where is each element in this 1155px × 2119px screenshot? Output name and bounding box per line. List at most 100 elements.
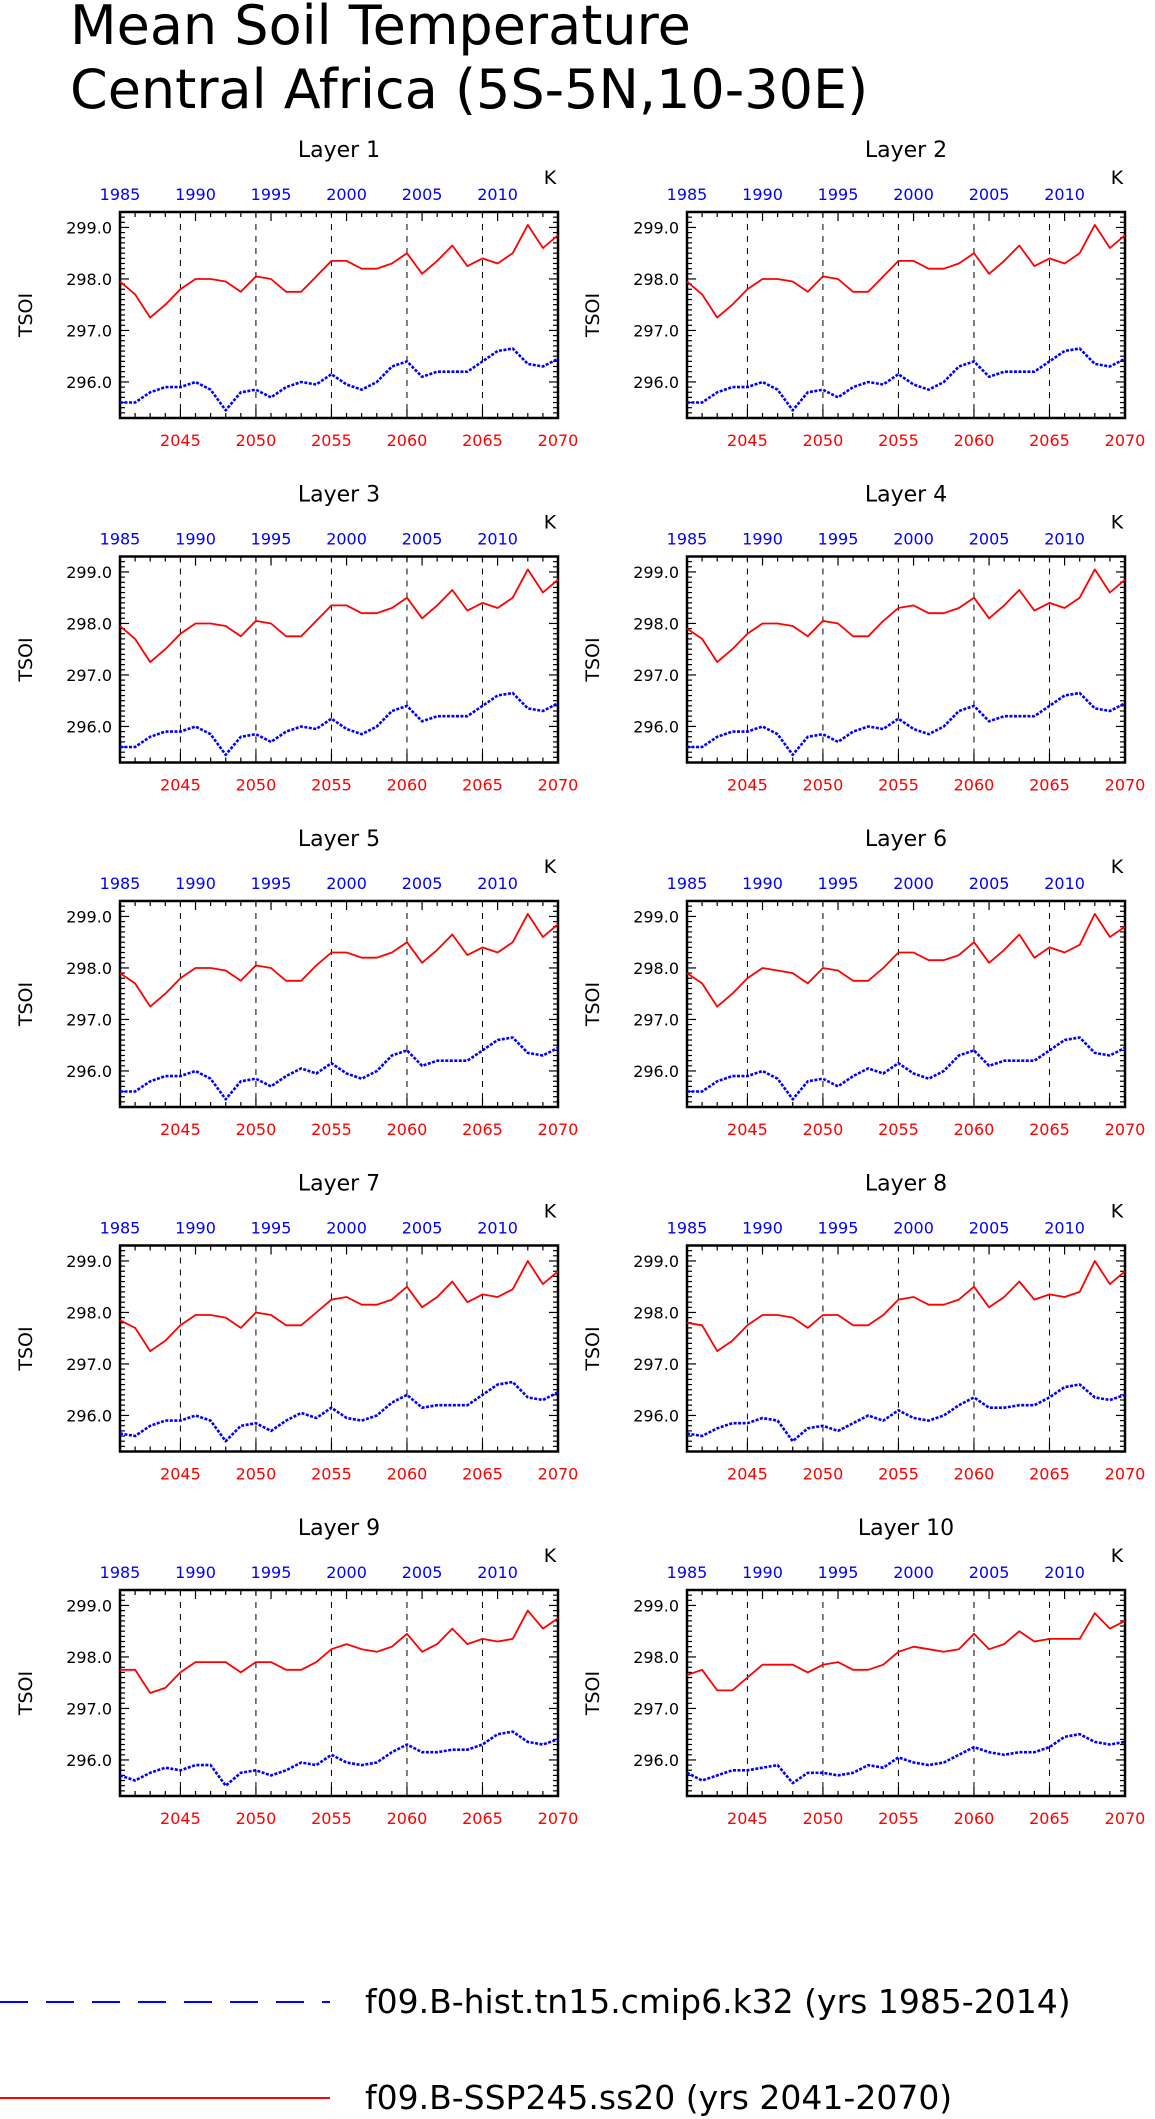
units-label: K [544,1201,557,1223]
panel-layer-4: Layer 4 296.0 297.0 298.0 299.0 TSOI 2045 2050 2… [582,483,1145,795]
units-label: K [544,1545,557,1567]
y-tick-label: 297.0 [633,1355,679,1374]
x-tick-label-bottom: 2050 [803,431,844,450]
x-tick-label-bottom: 2055 [311,1465,352,1484]
x-tick-label-bottom: 2060 [387,431,428,450]
x-tick-label-top: 1990 [175,185,216,204]
series-line-ssp245 [120,1609,559,1694]
y-axis-label: TSOI [15,982,37,1027]
y-tick-label: 298.0 [633,959,679,978]
x-tick-label-top: 1990 [175,1563,216,1582]
x-tick-label-bottom: 2055 [311,1809,352,1828]
y-tick-label: 299.0 [633,563,679,582]
x-tick-label-bottom: 2045 [160,1120,201,1139]
panel-layer-5: Layer 5 296.0 297.0 298.0 299.0 TSOI 2045 2050 2… [15,827,578,1139]
y-tick-label: 298.0 [66,270,112,289]
x-tick-label-bottom: 2060 [954,776,995,795]
plot-frame [685,210,1127,420]
plot-frame [118,210,560,420]
series-line-ssp245 [119,1260,559,1352]
units-label: K [1111,512,1124,534]
x-tick-label-top: 1990 [175,874,216,893]
x-tick-label-top: 2010 [477,1219,518,1238]
series-line-ssp245 [686,568,1126,663]
x-tick-label-top: 2000 [326,530,367,549]
panel-title: Layer 6 [865,827,947,852]
y-tick-label: 298.0 [633,1648,679,1667]
y-tick-label: 298.0 [66,1648,112,1667]
x-tick-label-bottom: 2065 [1029,776,1070,795]
x-tick-label-top: 1995 [251,1563,292,1582]
x-tick-label-bottom: 2055 [878,1809,919,1828]
legend-ssp-label: f09.B-SSP245.ss20 (yrs 2041-2070) [365,2078,952,2117]
x-tick-label-bottom: 2050 [803,1809,844,1828]
panel-layer-6: Layer 6 296.0 297.0 298.0 299.0 TSOI 2045 2050 2… [582,827,1145,1139]
panel-title: Layer 2 [865,138,947,163]
y-tick-label: 299.0 [633,1596,679,1615]
x-tick-label-bottom: 2050 [236,431,277,450]
x-tick-label-bottom: 2070 [538,776,579,795]
x-tick-label-top: 1995 [818,1219,859,1238]
x-tick-label-bottom: 2060 [387,776,428,795]
x-tick-label-bottom: 2065 [1029,1809,1070,1828]
x-tick-label-bottom: 2060 [387,1809,428,1828]
x-tick-label-top: 2000 [893,874,934,893]
x-tick-label-top: 1995 [251,874,292,893]
plot-frame [685,899,1127,1109]
x-tick-label-bottom: 2060 [954,1120,995,1139]
y-tick-label: 297.0 [633,321,679,340]
x-tick-label-bottom: 2055 [311,431,352,450]
panel-title: Layer 10 [858,1516,954,1541]
panel-title: Layer 4 [865,483,947,508]
y-axis-label: TSOI [15,637,37,682]
units-label: K [544,856,557,878]
x-tick-label-bottom: 2065 [462,776,503,795]
x-tick-label-top: 1995 [818,185,859,204]
x-tick-label-top: 2005 [402,1563,443,1582]
plot-frame [118,555,560,764]
y-tick-label: 298.0 [66,959,112,978]
x-tick-label-top: 1990 [742,874,783,893]
x-tick-label-bottom: 2055 [878,1465,919,1484]
x-tick-label-top: 2005 [402,1219,443,1238]
y-axis-label: TSOI [582,1671,604,1716]
x-tick-label-top: 2000 [893,1219,934,1238]
x-tick-label-bottom: 2065 [462,431,503,450]
y-tick-label: 299.0 [633,907,679,926]
y-tick-label: 299.0 [66,218,112,237]
x-tick-label-bottom: 2070 [1105,1120,1146,1139]
series-line-ssp245 [686,1260,1126,1352]
y-tick-label: 296.0 [633,1406,679,1425]
x-tick-label-bottom: 2045 [727,1120,768,1139]
x-tick-label-top: 2005 [969,1563,1010,1582]
y-tick-label: 298.0 [66,614,112,633]
x-tick-label-bottom: 2050 [236,776,277,795]
x-tick-label-top: 2010 [1044,530,1085,549]
y-tick-label: 299.0 [633,1252,679,1271]
x-tick-label-top: 1995 [251,1219,292,1238]
figure-title-line1: Mean Soil Temperature [70,0,691,57]
x-tick-label-bottom: 2060 [387,1465,428,1484]
y-tick-label: 297.0 [633,1699,679,1718]
y-tick-label: 296.0 [633,1751,679,1770]
panel-title: Layer 8 [865,1172,947,1197]
x-tick-label-bottom: 2060 [387,1120,428,1139]
y-tick-label: 299.0 [633,218,679,237]
x-tick-label-top: 1985 [100,185,141,204]
x-tick-label-top: 2005 [402,530,443,549]
x-tick-label-top: 1995 [818,874,859,893]
y-axis-label: TSOI [582,982,604,1027]
x-tick-label-bottom: 2045 [160,776,201,795]
x-tick-label-top: 1985 [667,874,708,893]
series-line-hist [120,691,559,757]
units-label: K [544,167,557,189]
x-tick-label-bottom: 2065 [1029,431,1070,450]
x-tick-label-bottom: 2070 [1105,776,1146,795]
x-tick-label-top: 2005 [402,874,443,893]
x-tick-label-top: 2000 [326,1563,367,1582]
x-tick-label-bottom: 2060 [954,431,995,450]
x-tick-label-top: 2010 [1044,1563,1085,1582]
units-label: K [1111,1201,1124,1223]
x-tick-label-bottom: 2060 [954,1465,995,1484]
x-tick-label-top: 2010 [477,530,518,549]
